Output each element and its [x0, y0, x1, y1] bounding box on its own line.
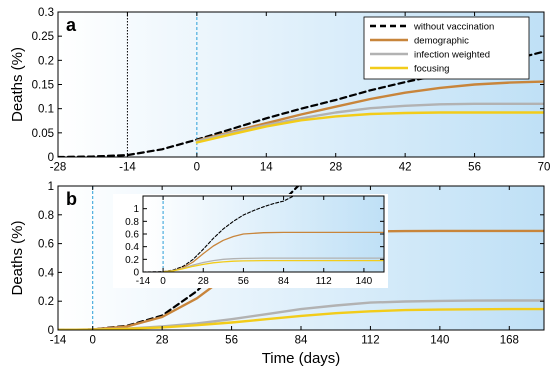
panel-b-letter: b	[66, 189, 77, 209]
legend-entry-demographic: demographic	[414, 36, 469, 47]
panel-a-ytick-label: 0.3	[38, 7, 54, 19]
panel-a-series-focusing	[195, 111, 544, 144]
inset-ytick-label: 0.8	[125, 217, 139, 228]
panel-b-xtick-label: 84	[295, 335, 308, 347]
panel-a-ytick-label: 0.25	[32, 31, 54, 43]
inset-series-focusing	[162, 259, 384, 272]
inset-series-demographic	[162, 231, 384, 272]
panel-b-xtick-label: -14	[50, 335, 67, 347]
inset-background	[143, 196, 384, 272]
panel-a-ytick-label: 0.2	[38, 55, 54, 67]
panel-a-series-demographic	[195, 80, 544, 142]
inset-ytick-label: 0.6	[125, 230, 139, 241]
panel-b-ytick-label: 0.6	[38, 239, 54, 251]
panel-b-ytick-label: 1	[48, 181, 54, 193]
panel-b-series-focusing	[58, 307, 544, 330]
panel-b-ytick-label: 0	[48, 325, 54, 337]
inset-series-without-vaccination	[143, 196, 295, 272]
panel-a-ytick-label: 0.1	[38, 104, 54, 116]
inset-xtick-label: 28	[198, 276, 210, 287]
inset-ytick-label: 0.4	[125, 242, 139, 253]
inset-xtick-label: 112	[316, 276, 332, 287]
inset-xtick-label: 0	[160, 276, 166, 287]
panel-a-xtick-label: 42	[399, 162, 412, 174]
panel-b-xlabel: Time (days)	[262, 350, 341, 367]
legend-entry-without-vaccination: without vaccination	[413, 22, 494, 33]
inset-series-infection-weighted	[162, 257, 384, 272]
inset-series-group	[143, 196, 384, 272]
panel-a-series-infection-weighted	[195, 102, 544, 143]
legend-entry-focusing: focusing	[414, 64, 449, 75]
panel-b-ylabel: Deaths (%)	[9, 220, 26, 295]
panel-b-xtick-label: 56	[225, 335, 238, 347]
panel-b-xtick-label: 140	[430, 335, 449, 347]
panel-b-ytick-label: 0.4	[38, 267, 55, 279]
panel-a-ytick-label: 0	[48, 152, 54, 164]
panel-a-ytick-label: 0.15	[32, 80, 54, 92]
panel-a-legend: without vaccination demographic infection …	[363, 16, 530, 80]
panel-a-ylabel: Deaths (%)	[9, 47, 26, 122]
panel-a-xtick-label: -28	[50, 162, 67, 174]
panel-b-ytick-label: 0.8	[38, 210, 54, 222]
panel-a-xtick-label: 28	[329, 162, 342, 174]
panel-a: -28 -14 0 14 28 42 56 70 0 0.05 0.1 0.15 0.2 0.25 0.3 D…	[9, 7, 550, 173]
legend-entry-infection-weighted: infection weighted	[414, 50, 490, 61]
panel-a-xtick-label: 0	[194, 162, 200, 174]
panel-b-xtick-label: 112	[361, 335, 379, 347]
panel-a-xtick-label: 70	[538, 162, 551, 174]
panel-a-ytick-label: 0.05	[32, 128, 54, 140]
panel-a-xtick-label: -14	[119, 162, 136, 174]
panel-b-xtick-label: 28	[156, 335, 169, 347]
inset-xtick-label: 56	[238, 276, 250, 287]
legend-box	[363, 16, 530, 80]
panel-a-xtick-label: 14	[260, 162, 273, 174]
inset-xtick-label: -14	[136, 276, 151, 287]
inset-xtick-label: 140	[356, 276, 373, 287]
inset-xtick-label: 84	[278, 276, 290, 287]
panel-a-xtick-label: 56	[468, 162, 481, 174]
inset-ytick-label: 1	[133, 204, 139, 215]
inset-ytick-label: 0.2	[125, 255, 139, 266]
inset-ytick-label: 0	[133, 268, 139, 279]
panel-b-ytick-label: 0.2	[38, 296, 54, 308]
panel-a-letter: a	[66, 15, 77, 35]
panel-b-xtick-label: 0	[90, 335, 96, 347]
panel-b-xtick-label: 168	[500, 335, 519, 347]
